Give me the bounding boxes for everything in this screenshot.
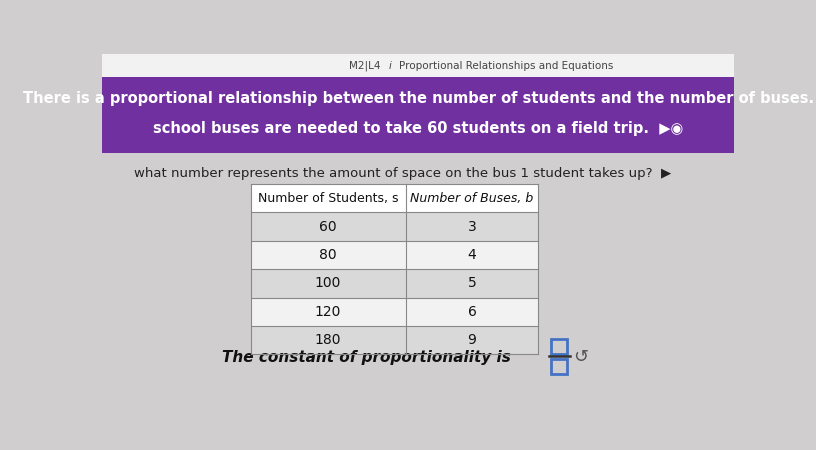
- Text: 3: 3: [468, 220, 477, 234]
- Text: Proportional Relationships and Equations: Proportional Relationships and Equations: [399, 61, 614, 71]
- Text: The constant of proportionality is: The constant of proportionality is: [222, 350, 511, 365]
- Text: i: i: [388, 61, 391, 71]
- Text: ↺: ↺: [574, 348, 588, 366]
- Text: There is a proportional relationship between the number of students and the numb: There is a proportional relationship bet…: [23, 91, 814, 106]
- Text: what number represents the amount of space on the bus 1 student takes up?  ▶: what number represents the amount of spa…: [134, 167, 671, 180]
- Bar: [251, 297, 539, 326]
- Text: 120: 120: [315, 305, 341, 319]
- Bar: [251, 241, 539, 269]
- Bar: [251, 326, 539, 355]
- Bar: [102, 54, 734, 77]
- Text: 5: 5: [468, 276, 477, 290]
- Text: 4: 4: [468, 248, 477, 262]
- Bar: [251, 269, 539, 297]
- Text: 100: 100: [315, 276, 341, 290]
- Text: 80: 80: [319, 248, 337, 262]
- Text: 6: 6: [468, 305, 477, 319]
- Bar: [251, 212, 539, 241]
- Text: school buses are needed to take 60 students on a field trip.  ▶◉: school buses are needed to take 60 stude…: [153, 122, 683, 136]
- Text: M2|L4: M2|L4: [348, 60, 380, 71]
- Text: 60: 60: [319, 220, 337, 234]
- Bar: [551, 339, 567, 354]
- Text: Number of Students, s: Number of Students, s: [258, 192, 398, 205]
- Text: Number of Buses, b: Number of Buses, b: [410, 192, 534, 205]
- Bar: [102, 77, 734, 153]
- Bar: [251, 184, 539, 212]
- Text: 180: 180: [315, 333, 341, 347]
- Bar: [551, 359, 567, 374]
- Text: 9: 9: [468, 333, 477, 347]
